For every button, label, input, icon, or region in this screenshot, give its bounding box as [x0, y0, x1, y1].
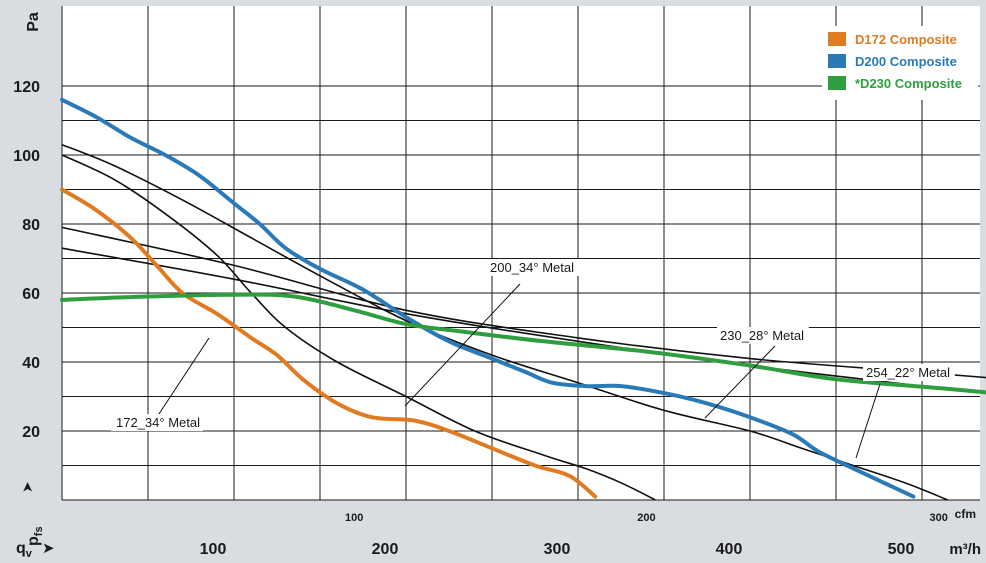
cfm-tick-label: 200: [637, 512, 655, 524]
reference-curve-label: 172_34° Metal: [116, 415, 200, 430]
reference-curve-label: 230_28° Metal: [720, 328, 804, 343]
curve-annotations: 172_34° Metal 200_34° Metal 230_28° Metal 2…: [111, 259, 955, 459]
y-axis-title: pfs: [25, 526, 45, 546]
legend-swatch: [828, 76, 846, 90]
x-axis-arrow-icon: ➤: [42, 539, 55, 557]
x-tick-label: 100: [200, 541, 227, 558]
y-tick-label: 20: [22, 424, 40, 441]
y-tick-label: 80: [22, 217, 40, 234]
annotation-leader-line: [154, 337, 210, 421]
annotation-leader-line: [404, 283, 521, 407]
svg-text:pfs: pfs: [25, 526, 45, 546]
legend-swatch: [828, 54, 846, 68]
annotation-leader-line: [704, 345, 776, 419]
cfm-tick-label: 300: [929, 512, 947, 524]
y-tick-label: 100: [13, 148, 40, 165]
annotation-leader-line: [855, 383, 881, 459]
label-background: [111, 414, 203, 431]
label-background: [863, 364, 955, 381]
x-tick-label: 200: [372, 541, 399, 558]
legend-background: [822, 26, 978, 100]
legend-swatch: [828, 32, 846, 46]
x-tick-label: 400: [716, 541, 743, 558]
composite-series: [60, 97, 986, 499]
x-tick-label: 500: [888, 541, 915, 558]
series-line: [60, 187, 598, 499]
x-axis-title: qv: [16, 540, 33, 560]
y-tick-label: 60: [22, 286, 40, 303]
legend-entry-label: D172 Composite: [855, 32, 957, 47]
series-line: [60, 97, 916, 499]
legend-entry-label: *D230 Composite: [855, 76, 962, 91]
x-tick-labels: 100200300400500600700800: [200, 541, 915, 558]
y-axis-arrow-icon: ➤: [20, 481, 36, 493]
y-axis-title-main: p: [25, 536, 42, 546]
label-background: [717, 327, 809, 344]
x-axis-unit-label: m³/h: [949, 541, 981, 558]
legend: D172 Composite D200 Composite *D230 Compos…: [822, 26, 978, 100]
y-axis-title-sub: fs: [33, 526, 45, 536]
y-axis-unit-label: Pa: [25, 12, 42, 32]
label-background: [487, 259, 579, 276]
reference-curve-label: 254_22° Metal: [866, 365, 950, 380]
y-tick-label: 40: [22, 355, 40, 372]
x-tick-label: 300: [544, 541, 571, 558]
series-line: [60, 292, 986, 395]
cfm-tick-label: 100: [345, 512, 363, 524]
cfm-axis-unit-label: cfm: [955, 507, 976, 521]
x-axis-title-sub: v: [26, 548, 33, 560]
y-tick-label: 120: [13, 79, 40, 96]
reference-curve-line: [61, 154, 656, 501]
y-tick-labels: 20 40 60 80 100 120: [13, 79, 40, 441]
legend-entry-label: D200 Composite: [855, 54, 957, 69]
x-axis-title-main: q: [16, 540, 26, 557]
reference-curve-label: 200_34° Metal: [490, 260, 574, 275]
reference-curve-line: [61, 226, 986, 379]
